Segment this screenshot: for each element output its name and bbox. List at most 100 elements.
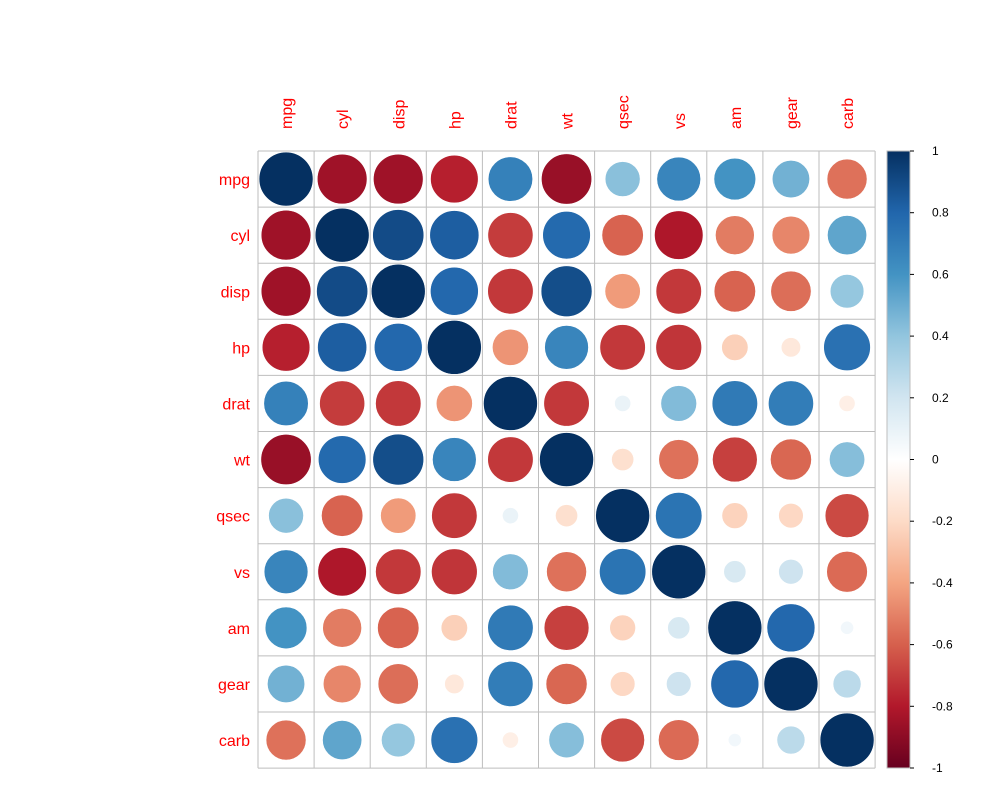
corr-circle-am-gear	[766, 603, 816, 653]
legend-tick-label: -0.8	[932, 699, 953, 713]
col-label-gear: gear	[784, 96, 801, 129]
corr-circle-am-mpg	[264, 606, 308, 650]
corr-circle-am-am	[707, 600, 763, 656]
legend-tick-label: 0.6	[932, 267, 949, 281]
corr-circle-cyl-wt	[542, 210, 591, 260]
corr-circle-wt-wt	[539, 432, 594, 487]
corr-circle-mpg-vs	[656, 156, 701, 202]
corr-circle-hp-carb	[823, 323, 871, 372]
row-label-mpg: mpg	[219, 172, 250, 189]
corr-circle-drat-drat	[483, 376, 538, 431]
corr-circle-carb-vs	[658, 719, 700, 761]
corr-circle-vs-wt	[546, 551, 587, 593]
corr-circle-wt-qsec	[611, 448, 635, 471]
legend-tick-label: -0.4	[932, 576, 953, 590]
corr-circle-hp-am	[721, 333, 749, 361]
color-legend-bar	[886, 150, 911, 769]
corr-circle-disp-carb	[829, 274, 865, 309]
corr-circle-vs-qsec	[599, 548, 647, 596]
col-label-cyl: cyl	[335, 109, 352, 129]
corr-circle-carb-cyl	[322, 720, 363, 761]
corr-circle-mpg-drat	[487, 156, 534, 202]
corr-circle-qsec-vs	[655, 492, 703, 540]
corr-circle-qsec-qsec	[595, 488, 650, 543]
corr-circle-disp-wt	[540, 265, 593, 318]
corr-circle-mpg-carb	[826, 158, 868, 200]
corr-circle-gear-cyl	[322, 664, 362, 704]
corr-circle-hp-vs	[655, 324, 702, 371]
corr-circle-drat-am	[711, 380, 758, 427]
corr-circle-gear-carb	[832, 669, 862, 699]
corr-circle-carb-am	[727, 733, 742, 747]
corr-circle-mpg-mpg	[258, 151, 314, 207]
corr-circle-vs-drat	[492, 553, 529, 590]
corr-circle-disp-mpg	[260, 266, 312, 317]
corr-circle-wt-am	[712, 436, 758, 483]
corr-circle-am-cyl	[322, 608, 362, 648]
corr-circle-am-vs	[667, 616, 691, 640]
col-label-disp: disp	[391, 100, 408, 129]
corr-circle-hp-hp	[427, 320, 482, 375]
corr-circle-am-drat	[487, 604, 534, 651]
corr-circle-wt-cyl	[317, 435, 367, 484]
corr-circle-qsec-wt	[555, 504, 578, 528]
corr-circle-disp-drat	[487, 268, 534, 315]
row-label-vs: vs	[234, 565, 250, 582]
corr-circle-mpg-qsec	[604, 161, 641, 197]
corr-circle-drat-mpg	[263, 380, 309, 427]
corr-circle-hp-gear	[780, 337, 801, 358]
col-label-vs: vs	[672, 113, 689, 129]
corr-circle-am-carb	[840, 620, 854, 635]
corr-circle-qsec-gear	[778, 502, 804, 529]
corr-circle-gear-disp	[377, 663, 419, 705]
corr-circle-vs-mpg	[263, 549, 309, 594]
legend-tick-label: 0	[932, 453, 939, 467]
col-label-drat: drat	[503, 101, 520, 129]
corr-circle-disp-vs	[655, 268, 702, 315]
corr-circle-disp-gear	[770, 270, 812, 312]
corr-circle-mpg-cyl	[316, 153, 368, 205]
corr-circle-cyl-mpg	[260, 209, 312, 261]
corr-circle-hp-drat	[492, 328, 529, 366]
legend-tick-label: 0.8	[932, 206, 949, 220]
corr-circle-cyl-disp	[372, 209, 425, 262]
corr-circle-vs-disp	[375, 548, 422, 595]
corr-circle-cyl-drat	[487, 212, 534, 259]
corr-circle-mpg-wt	[541, 153, 593, 205]
row-label-wt: wt	[233, 453, 251, 470]
corr-circle-mpg-gear	[771, 160, 810, 199]
corr-circle-disp-hp	[430, 266, 479, 316]
corr-circle-gear-drat	[487, 661, 534, 707]
row-label-qsec: qsec	[216, 509, 250, 526]
col-label-qsec: qsec	[616, 95, 633, 129]
corr-circle-vs-hp	[431, 548, 478, 595]
corr-circle-hp-disp	[373, 323, 423, 372]
corr-circle-carb-wt	[548, 722, 585, 759]
corr-circle-qsec-mpg	[268, 497, 304, 534]
corr-circle-cyl-am	[715, 215, 755, 255]
corr-circle-am-hp	[440, 614, 468, 642]
corr-circle-carb-carb	[819, 712, 875, 768]
corr-circle-wt-carb	[829, 441, 866, 478]
corr-circle-am-wt	[543, 605, 590, 651]
corr-circle-qsec-am	[721, 502, 749, 529]
row-label-hp: hp	[232, 340, 250, 357]
corr-circle-qsec-cyl	[321, 494, 364, 537]
corr-circle-gear-hp	[444, 673, 465, 694]
corr-circle-disp-am	[713, 270, 756, 313]
corr-circle-hp-wt	[544, 325, 589, 370]
col-label-am: am	[728, 107, 745, 129]
corr-circle-carb-disp	[381, 722, 416, 758]
corr-circle-cyl-cyl	[314, 207, 370, 263]
corr-circle-vs-am	[723, 560, 747, 584]
corr-circle-qsec-hp	[431, 492, 478, 539]
corr-circle-mpg-hp	[430, 154, 479, 204]
corr-circle-wt-vs	[658, 439, 700, 480]
corr-circle-qsec-drat	[502, 507, 519, 525]
corr-circle-drat-carb	[838, 395, 856, 412]
corr-circle-hp-mpg	[261, 323, 311, 372]
corr-circle-disp-qsec	[604, 273, 641, 310]
corr-circle-cyl-carb	[827, 215, 868, 256]
corr-circle-gear-gear	[763, 656, 819, 712]
